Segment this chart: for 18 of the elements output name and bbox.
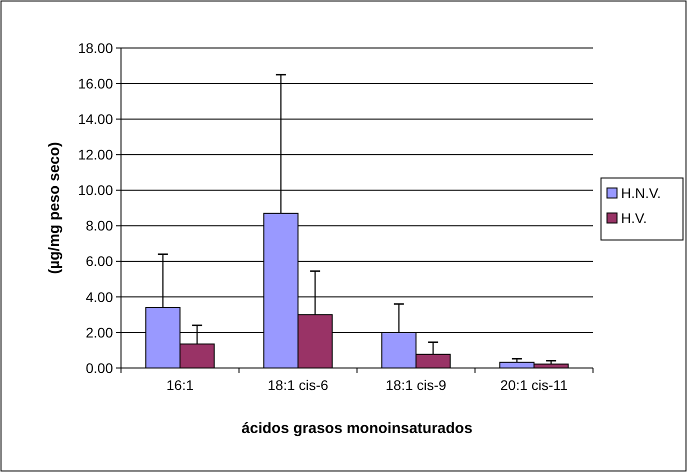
y-tick-label: 18.00 (78, 40, 114, 56)
x-tick-label: 20:1 cis-11 (500, 377, 568, 393)
x-tick-label: 18:1 cis-9 (386, 377, 447, 393)
y-tick-label: 8.00 (86, 218, 114, 234)
legend-label: H.N.V. (621, 184, 661, 201)
y-tick-label: 2.00 (86, 324, 114, 340)
y-tick-label: 0.00 (86, 360, 114, 376)
y-tick-label: 14.00 (78, 111, 114, 128)
x-tick-label: 16:1 (166, 377, 194, 393)
y-tick-label: 10.00 (78, 182, 114, 198)
y-axis-title: (µg/mg peso seco) (46, 142, 63, 274)
x-axis-title: ácidos grasos monoinsaturados (242, 420, 472, 437)
x-tick-label: 18:1 cis-6 (268, 377, 329, 393)
y-tick-label: 6.00 (86, 253, 114, 270)
y-tick-label: 16.00 (78, 75, 114, 92)
y-tick-label: 4.00 (86, 288, 114, 305)
y-tick-label: 12.00 (78, 146, 114, 163)
legend-label: H.V. (621, 210, 647, 226)
